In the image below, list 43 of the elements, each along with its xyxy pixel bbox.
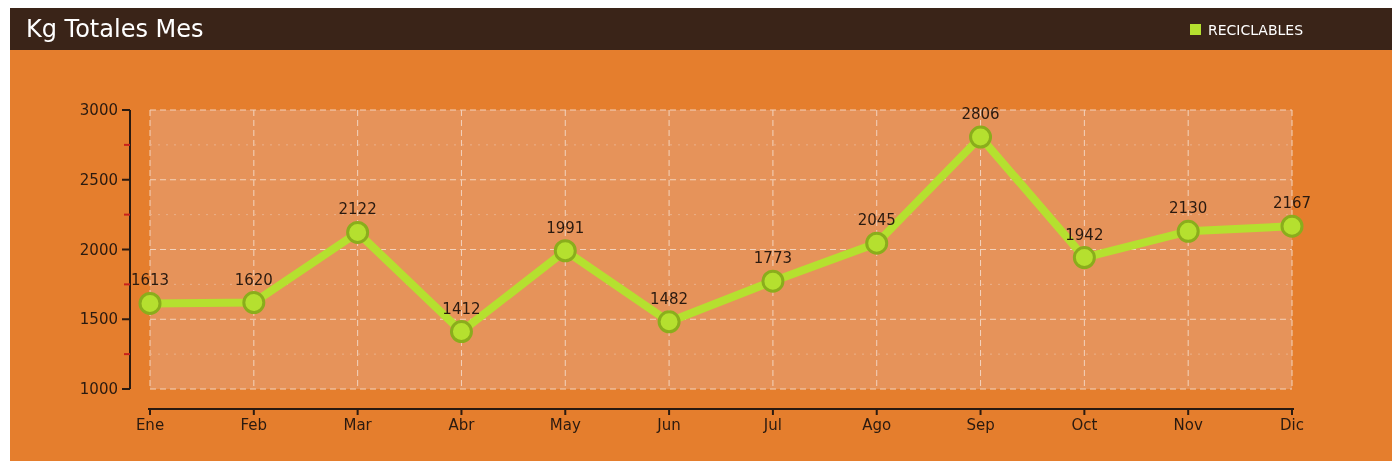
y-tick-label: 2500 (79, 170, 118, 189)
chart-title: Kg Totales Mes (26, 15, 204, 43)
data-label: 2122 (338, 200, 377, 219)
x-tick-label: Ago (862, 416, 892, 434)
x-tick-label: Jun (656, 416, 681, 434)
data-label: 2045 (857, 211, 896, 230)
x-tick-label: Dic (1280, 416, 1304, 434)
data-label: 2806 (961, 105, 1000, 124)
data-label: 1613 (130, 271, 170, 290)
point (346, 220, 370, 244)
y-tick-label: 2000 (79, 240, 118, 259)
x-tick-label: May (549, 416, 581, 434)
data-label: 1773 (753, 249, 792, 268)
point (1176, 219, 1200, 243)
x-tick-label: Abr (448, 416, 476, 434)
x-tick-label: Jul (762, 416, 782, 434)
x-tick-label: Sep (966, 416, 995, 434)
data-label: 1482 (650, 289, 689, 308)
data-label: 1412 (442, 299, 481, 318)
y-tick-label: 1000 (79, 380, 118, 398)
point (1072, 246, 1096, 270)
data-label: 2167 (1272, 194, 1312, 213)
legend-label: RECICLABLES (1208, 22, 1304, 38)
point (449, 320, 473, 344)
point (553, 239, 577, 263)
data-label: 1991 (546, 218, 585, 237)
point (657, 310, 681, 334)
point (969, 125, 993, 149)
point (138, 291, 162, 315)
y-tick-label: 3000 (79, 101, 118, 119)
data-label: 2130 (1169, 199, 1208, 218)
data-label: 1620 (234, 270, 273, 289)
x-tick-label: Oct (1071, 416, 1098, 434)
point (242, 291, 266, 315)
x-tick-label: Feb (240, 416, 268, 434)
y-tick-label: 1500 (79, 310, 118, 329)
point (761, 269, 785, 293)
data-label: 1942 (1065, 225, 1104, 244)
x-tick-label: Nov (1173, 416, 1203, 434)
x-tick-label: Mar (343, 416, 373, 434)
point (1280, 214, 1304, 238)
point (865, 231, 889, 255)
x-tick-label: Ene (135, 416, 165, 434)
